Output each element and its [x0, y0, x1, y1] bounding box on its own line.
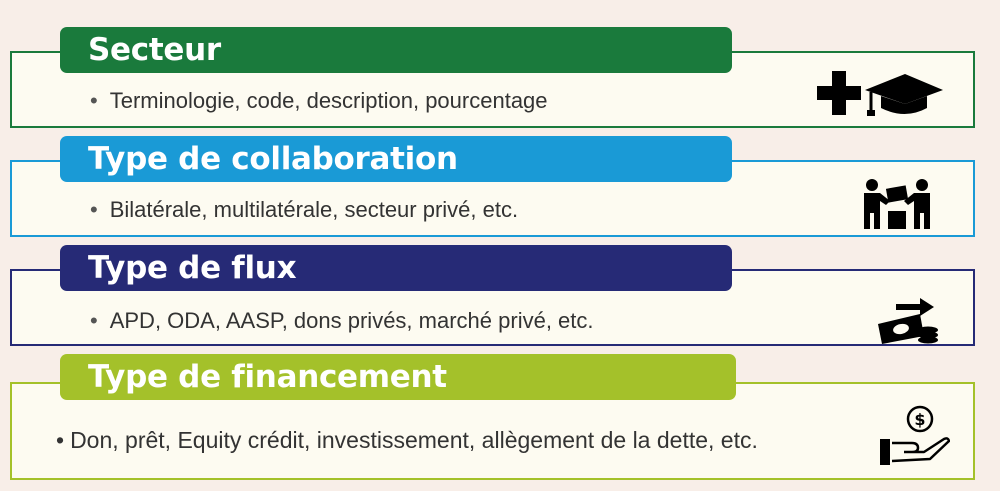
- section-type-financement: Type de financement • Don, prêt, Equity c…: [0, 327, 1000, 480]
- bullet-dot: •: [90, 197, 98, 222]
- bullet-text: APD, ODA, AASP, dons privés, marché priv…: [109, 308, 594, 333]
- section-title: Type de flux: [60, 245, 732, 291]
- section-type-collaboration: Type de collaboration • Bilatérale, multi…: [0, 109, 1000, 237]
- svg-text:$: $: [914, 410, 925, 429]
- money-flow-icon: [878, 298, 938, 344]
- section-title: Secteur: [60, 27, 732, 73]
- section-title: Type de financement: [60, 354, 736, 400]
- bullet-text: Bilatérale, multilatérale, secteur privé…: [109, 197, 519, 222]
- section-type-flux: Type de flux • APD, ODA, AASP, dons privé…: [0, 218, 1000, 346]
- section-title: Type de collaboration: [60, 136, 732, 182]
- collaboration-icon: [864, 179, 930, 229]
- bullet-dot: •: [90, 88, 98, 113]
- bullet-text: Don, prêt, Equity crédit, investissement…: [70, 427, 758, 453]
- section-bullet: • Terminologie, code, description, pource…: [90, 88, 548, 114]
- section-secteur: Secteur • Terminologie, code, description…: [0, 0, 1000, 128]
- hand-money-icon: $: [880, 405, 950, 465]
- bullet-dot: •: [56, 427, 65, 453]
- section-bullet: • Don, prêt, Equity crédit, investissemen…: [56, 427, 758, 454]
- bullet-text: Terminologie, code, description, pourcen…: [109, 88, 548, 113]
- section-bullet: • Bilatérale, multilatérale, secteur priv…: [90, 197, 518, 223]
- health-education-icon: [817, 71, 943, 116]
- bullet-dot: •: [90, 308, 98, 333]
- section-bullet: • APD, ODA, AASP, dons privés, marché pri…: [90, 308, 594, 334]
